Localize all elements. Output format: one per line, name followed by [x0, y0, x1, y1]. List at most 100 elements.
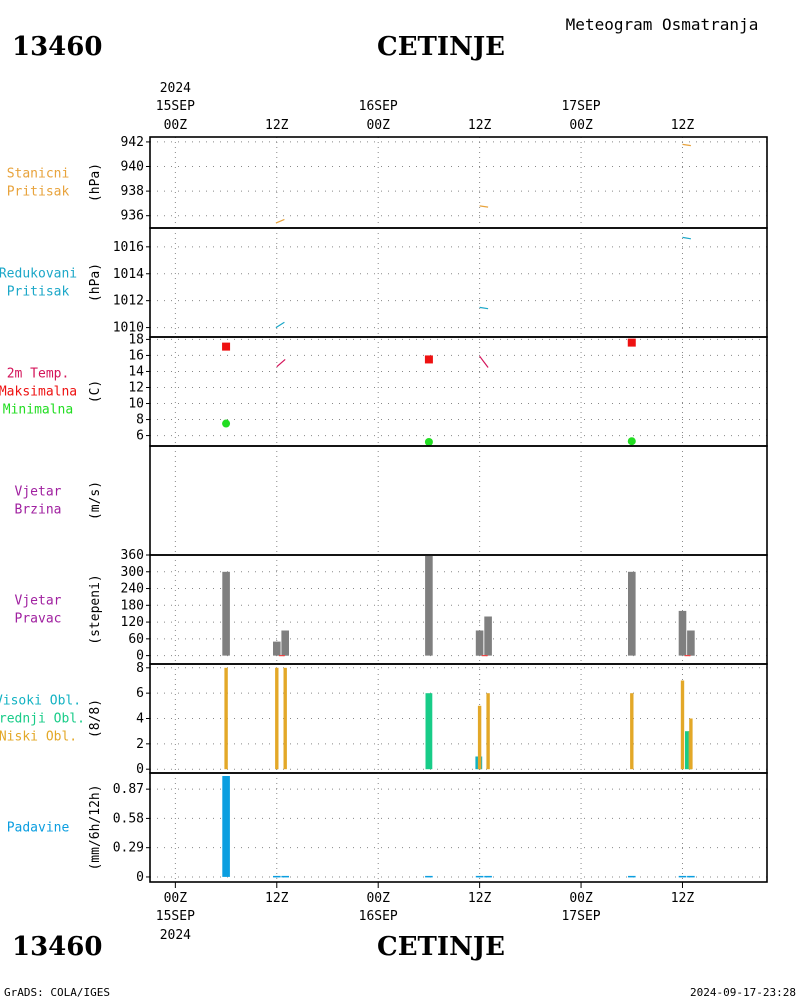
y-tick-label: 1014 [113, 267, 144, 282]
bar [628, 571, 636, 656]
y-tick-label: 120 [121, 615, 144, 630]
y-tick-label: 940 [121, 160, 144, 175]
y-tick-label: 938 [121, 184, 144, 199]
bar [224, 667, 228, 770]
y-tick-label: 18 [128, 332, 144, 347]
series-line [275, 218, 285, 224]
tmax-marker [627, 338, 636, 347]
bar [680, 680, 685, 770]
panel-legend-label: Visoki Obl. [0, 694, 81, 709]
tmin-marker [424, 437, 433, 446]
y-tick-label: 12 [128, 380, 144, 395]
tmax-marker [222, 342, 231, 351]
y-tick-label: 0.58 [113, 811, 144, 826]
bottom-date-label: 15SEP [156, 909, 195, 924]
y-tick-label: 1012 [113, 294, 144, 309]
series-line [276, 358, 286, 368]
bar [425, 693, 433, 770]
bottom-date-label: 17SEP [561, 909, 600, 924]
y-tick-label: 240 [121, 582, 144, 597]
y-tick-label: 2 [136, 737, 144, 752]
top-date-label: 17SEP [561, 99, 600, 114]
top-date-label: 16SEP [359, 99, 398, 114]
panel-legend-label: Srednji Obl. [0, 712, 85, 727]
y-axis-label: (hPa) [88, 163, 103, 202]
y-tick-label: 1010 [113, 321, 144, 336]
panel-clouds: 0 2 4 6 8 (8/8) Visoki Obl. Srednji Obl. Niski O… [0, 661, 768, 777]
y-tick-label: 60 [128, 632, 144, 647]
panel-precip: 0 0.29 0.58 0.87 (mm/6h/12h) Padavine [7, 772, 768, 885]
bar [484, 875, 492, 878]
panel-legend-label: 2m Temp. [7, 367, 70, 382]
y-tick-label: 8 [136, 661, 144, 676]
bottom-time-label: 00Z [164, 891, 188, 906]
bar [275, 667, 279, 770]
bar [628, 875, 636, 878]
bar [689, 718, 693, 770]
panel-legend-label: Maksimalna [0, 385, 77, 400]
y-tick-label: 0.87 [113, 782, 144, 797]
top-time-label: 00Z [569, 118, 593, 133]
y-tick-label: 0 [136, 762, 144, 777]
y-tick-label: 4 [136, 712, 144, 727]
panel-legend-label: Padavine [7, 821, 70, 836]
panel-legend-label: Pravac [15, 612, 62, 627]
bar [222, 776, 230, 877]
top-date-label: 15SEP [156, 99, 195, 114]
top-time-label: 12Z [671, 118, 695, 133]
panel-legend-label: Vjetar [15, 594, 62, 609]
bar [281, 875, 289, 878]
top-year-label: 2024 [160, 81, 191, 96]
bar [475, 630, 484, 656]
panel-station_pressure: 936 938 940 942 (hPa) Stanicni Pritisak [7, 135, 768, 229]
panel-legend-label: Pritisak [7, 285, 70, 300]
y-tick-label: 936 [121, 209, 144, 224]
bar [486, 693, 490, 770]
series-line [479, 306, 489, 310]
y-axis-label: (8/8) [88, 699, 103, 738]
panels: 936938940942(hPa)StanicniPritisak1010101… [0, 135, 768, 885]
bar [222, 571, 230, 656]
y-tick-label: 360 [121, 548, 144, 563]
tmin-marker [222, 419, 231, 428]
y-axis-label: (hPa) [88, 263, 103, 302]
top-time-label: 00Z [366, 118, 390, 133]
y-axis-label: (C) [88, 380, 103, 403]
bar [678, 875, 687, 878]
panel-legend-label: Vjetar [15, 485, 62, 500]
panel-legend-label: Stanicni [7, 167, 70, 182]
bottom-year-label: 2024 [160, 928, 191, 943]
time-axis-top: 00Z 15SEP 2024 12Z 00Z 16SEP 12Z 00Z 17SEP 12Z [156, 81, 695, 133]
y-tick-label: 0.29 [113, 841, 144, 856]
station-id-top: 13460 [12, 32, 102, 62]
y-tick-label: 6 [136, 686, 144, 701]
panel-legend-label: Brzina [15, 503, 62, 518]
y-tick-label: 1016 [113, 240, 144, 255]
bar [687, 630, 695, 656]
bar [475, 875, 484, 878]
bar [283, 667, 287, 770]
panel-legend-label: Niski Obl. [0, 730, 77, 745]
software-credit: GrADS: COLA/IGES [4, 986, 110, 999]
panel-legend-label: Pritisak [7, 185, 70, 200]
bottom-time-label: 00Z [366, 891, 390, 906]
bar [273, 875, 281, 878]
bar [273, 641, 281, 656]
y-tick-label: 0 [136, 870, 144, 885]
y-axis-label: (m/s) [88, 481, 103, 520]
panel-legend-label: Minimalna [3, 403, 73, 418]
generation-timestamp: 2024-09-17-23:28 [690, 986, 796, 999]
y-tick-label: 0 [136, 649, 144, 664]
product-title: Meteogram Osmatranja [566, 15, 759, 34]
station-name-bottom: CETINJE [377, 932, 505, 962]
y-tick-label: 14 [128, 364, 144, 379]
bar [477, 705, 482, 770]
tmax-marker [424, 355, 433, 364]
top-time-label: 12Z [468, 118, 492, 133]
series-line [479, 205, 489, 208]
series-line [479, 355, 489, 368]
bottom-time-label: 12Z [468, 891, 492, 906]
